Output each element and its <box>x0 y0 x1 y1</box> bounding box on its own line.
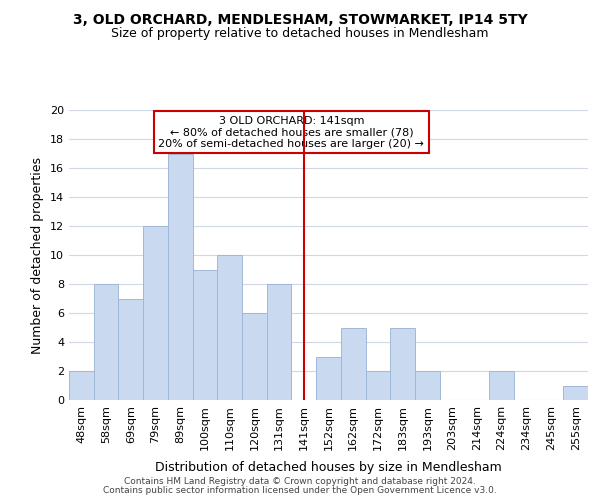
Bar <box>365 371 390 400</box>
Bar <box>118 298 143 400</box>
Bar <box>563 386 588 400</box>
Y-axis label: Number of detached properties: Number of detached properties <box>31 156 44 354</box>
Bar <box>267 284 292 400</box>
Bar <box>341 328 365 400</box>
Text: Contains HM Land Registry data © Crown copyright and database right 2024.: Contains HM Land Registry data © Crown c… <box>124 477 476 486</box>
Bar <box>193 270 217 400</box>
Bar <box>168 154 193 400</box>
Bar <box>242 313 267 400</box>
X-axis label: Distribution of detached houses by size in Mendlesham: Distribution of detached houses by size … <box>155 461 502 474</box>
Text: Contains public sector information licensed under the Open Government Licence v3: Contains public sector information licen… <box>103 486 497 495</box>
Bar <box>390 328 415 400</box>
Text: 3, OLD ORCHARD, MENDLESHAM, STOWMARKET, IP14 5TY: 3, OLD ORCHARD, MENDLESHAM, STOWMARKET, … <box>73 12 527 26</box>
Bar <box>143 226 168 400</box>
Bar <box>94 284 118 400</box>
Bar <box>489 371 514 400</box>
Text: 3 OLD ORCHARD: 141sqm
← 80% of detached houses are smaller (78)
20% of semi-deta: 3 OLD ORCHARD: 141sqm ← 80% of detached … <box>158 116 424 149</box>
Bar <box>316 356 341 400</box>
Bar <box>415 371 440 400</box>
Text: Size of property relative to detached houses in Mendlesham: Size of property relative to detached ho… <box>111 28 489 40</box>
Bar <box>69 371 94 400</box>
Bar <box>217 255 242 400</box>
